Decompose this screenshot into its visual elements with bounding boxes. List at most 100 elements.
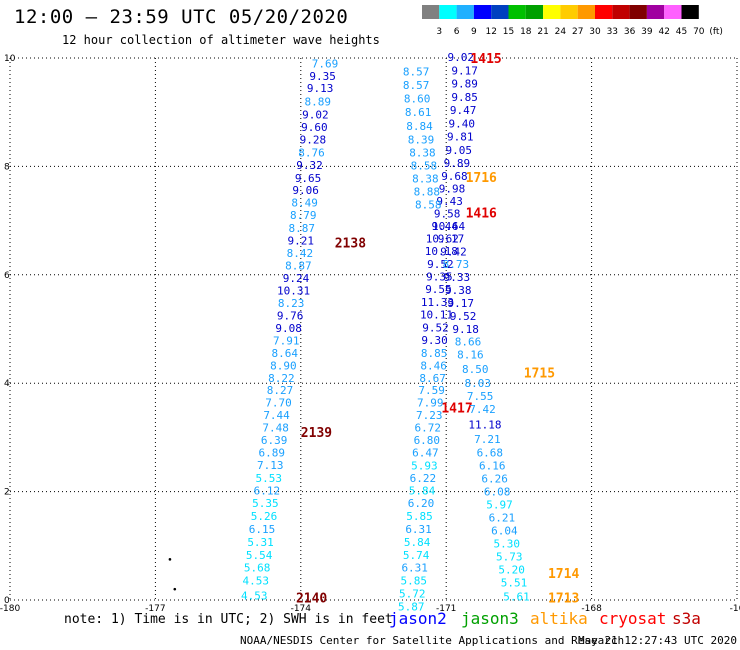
swh-value-1417: 8.85 xyxy=(421,347,448,360)
swh-value-1416: 9.42 xyxy=(440,245,467,258)
swh-value-2140: 4.53 xyxy=(242,574,269,587)
swh-value-2140: 5.54 xyxy=(246,549,273,562)
colorbar-label: 30 xyxy=(589,27,601,37)
swh-value-1415: 9.89 xyxy=(451,77,478,90)
pass-label-1716: 1716 xyxy=(466,171,497,186)
x-tick-label: -168 xyxy=(581,604,602,614)
x-tick-label: -171 xyxy=(436,604,456,614)
x-tick-label: -174 xyxy=(291,604,312,614)
pass-label-1417: 1417 xyxy=(441,402,472,417)
colorbar-swatch xyxy=(456,5,474,19)
swh-value-1715: 7.21 xyxy=(474,433,501,446)
swh-value-2140: 9.32 xyxy=(296,159,323,172)
stray-point xyxy=(168,558,172,561)
swh-value-1715: 11.18 xyxy=(468,418,501,431)
map-subtitle: 12 hour collection of altimeter wave hei… xyxy=(62,33,380,47)
swh-value-1417: 5.72 xyxy=(399,587,426,600)
swh-value-1715: 6.16 xyxy=(479,460,506,473)
swh-value-1417: 8.67 xyxy=(419,372,446,385)
swh-value-1417: 5.87 xyxy=(398,601,425,614)
x-tick-label: -177 xyxy=(145,604,165,614)
swh-value-1415: 9.52 xyxy=(427,258,454,271)
swh-value-1416: 8.66 xyxy=(455,335,482,348)
colorbar-label: 36 xyxy=(624,27,636,37)
swh-value-1417: 5.84 xyxy=(409,485,436,498)
swh-value-1417: 8.57 xyxy=(403,66,430,79)
swh-value-2140: 4.53 xyxy=(241,590,268,603)
swh-value-2140: 8.76 xyxy=(298,146,325,159)
swh-value-2140: 7.69 xyxy=(312,57,339,70)
swh-value-1715: 6.08 xyxy=(484,486,511,499)
swh-value-1417: 8.61 xyxy=(405,106,432,119)
swh-value-2140: 9.24 xyxy=(283,272,310,285)
swh-value-1715: 5.97 xyxy=(486,499,513,512)
swh-value-1715: 5.20 xyxy=(498,564,525,577)
swh-value-1416: 9.18 xyxy=(452,323,479,336)
swh-value-1715: 6.04 xyxy=(491,525,518,538)
swh-value-2140: 8.89 xyxy=(305,95,332,108)
swh-value-1417: 5.85 xyxy=(400,574,427,587)
credit-line: NOAA/NESDIS Center for Satellite Applica… xyxy=(240,634,625,647)
stray-point xyxy=(173,587,177,591)
swh-value-2140: 8.27 xyxy=(267,384,294,397)
swh-value-1417: 7.99 xyxy=(417,397,444,410)
swh-value-2140: 7.44 xyxy=(263,409,290,422)
legend-altika: altika xyxy=(530,609,588,628)
swh-value-1417: 6.31 xyxy=(401,561,428,574)
colorbar-label: 9 xyxy=(471,27,477,37)
colorbar-swatch xyxy=(681,5,699,19)
map-title: 12:00 – 23:59 UTC 05/20/2020 xyxy=(14,6,349,28)
swh-value-1416: 8.73 xyxy=(443,258,470,271)
pass-label-1416: 1416 xyxy=(466,206,497,221)
swh-value-2140: 8.87 xyxy=(285,260,312,273)
swh-value-2140: 9.08 xyxy=(275,322,302,335)
y-tick-label: 10 xyxy=(4,54,16,64)
colorbar-swatch xyxy=(491,5,509,19)
swh-value-1416: 9.52 xyxy=(450,310,477,323)
swh-value-1715: 7.42 xyxy=(469,403,496,416)
colorbar-label: 21 xyxy=(537,27,548,37)
swh-value-1416: 9.17 xyxy=(447,297,474,310)
swh-value-2140: 5.26 xyxy=(251,510,278,523)
colorbar-swatch xyxy=(612,5,630,19)
colorbar-label: 27 xyxy=(572,27,583,37)
swh-value-1415: 9.98 xyxy=(439,183,466,196)
legend-jason2: jason2 xyxy=(389,609,447,628)
swh-value-2140: 8.23 xyxy=(278,297,305,310)
swh-value-1415: 9.05 xyxy=(446,144,473,157)
swh-value-1417: 6.72 xyxy=(415,422,442,435)
swh-value-1415: 9.58 xyxy=(434,208,461,221)
swh-value-1415: 10.18 xyxy=(425,245,458,258)
swh-value-1715: 6.26 xyxy=(481,473,508,486)
colorbar-label: 24 xyxy=(555,27,567,37)
swh-value-2140: 8.90 xyxy=(270,359,297,372)
colorbar-swatch xyxy=(560,5,578,19)
swh-value-1415: 9.35 xyxy=(426,270,453,283)
swh-value-1415: 10.62 xyxy=(426,232,459,245)
colorbar-swatch xyxy=(595,5,613,19)
y-tick-label: 8 xyxy=(4,162,10,172)
swh-value-1417: 8.46 xyxy=(420,359,447,372)
swh-value-1715: 5.51 xyxy=(501,577,528,590)
swh-value-1417: 7.59 xyxy=(418,384,445,397)
colorbar-label: 15 xyxy=(503,27,514,37)
swh-value-2140: 9.02 xyxy=(302,108,329,121)
swh-value-1715: 7.55 xyxy=(467,390,494,403)
swh-value-1415: 9.52 xyxy=(422,321,449,334)
swh-value-2140: 6.39 xyxy=(261,434,288,447)
swh-value-2140: 7.91 xyxy=(273,334,300,347)
generated-timestamp: May 21 12:27:43 UTC 2020 xyxy=(578,634,737,647)
swh-value-1417: 6.80 xyxy=(414,434,441,447)
swh-value-1415: 9.81 xyxy=(447,131,474,144)
swh-value-2140: 9.21 xyxy=(288,235,315,248)
pass-label-2139: 2139 xyxy=(301,426,332,441)
x-tick-label: -16 xyxy=(730,604,740,614)
legend-jason3: jason3 xyxy=(461,609,519,628)
swh-value-2140: 7.48 xyxy=(262,422,289,435)
swh-value-1417: 8.58 xyxy=(411,159,438,172)
colorbar-swatch xyxy=(543,5,561,19)
swh-value-1415: 9.44 xyxy=(431,220,458,233)
colorbar-label: 39 xyxy=(641,27,653,37)
swh-value-1417: 8.39 xyxy=(408,133,435,146)
